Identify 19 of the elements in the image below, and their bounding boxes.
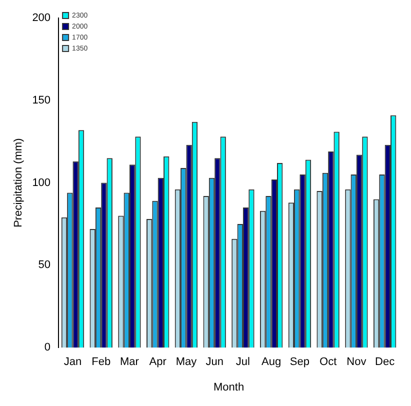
x-tick-label: Jan: [64, 356, 82, 368]
y-tick-label: 150: [32, 94, 51, 106]
y-tick-label: 200: [32, 12, 51, 24]
x-tick-label: Dec: [375, 356, 396, 368]
y-tick-label: 100: [32, 176, 51, 189]
x-tick-label: Jun: [206, 356, 224, 368]
x-tick-label: Apr: [149, 356, 167, 368]
x-tick-label: Nov: [346, 356, 367, 368]
x-tick-label: Feb: [92, 356, 111, 368]
y-tick-label: 50: [38, 259, 51, 272]
x-tick-label: May: [176, 356, 198, 368]
x-tick-label: Jul: [236, 356, 250, 368]
x-tick-label: Sep: [290, 356, 310, 368]
x-tick-label: Oct: [320, 356, 337, 368]
x-tick-label: Aug: [262, 356, 282, 368]
x-axis-title: Month: [213, 381, 244, 394]
x-tick-label: Mar: [120, 356, 140, 368]
y-axis-title: Precipitation (mm): [12, 138, 25, 228]
y-tick-label: 0: [44, 342, 51, 354]
